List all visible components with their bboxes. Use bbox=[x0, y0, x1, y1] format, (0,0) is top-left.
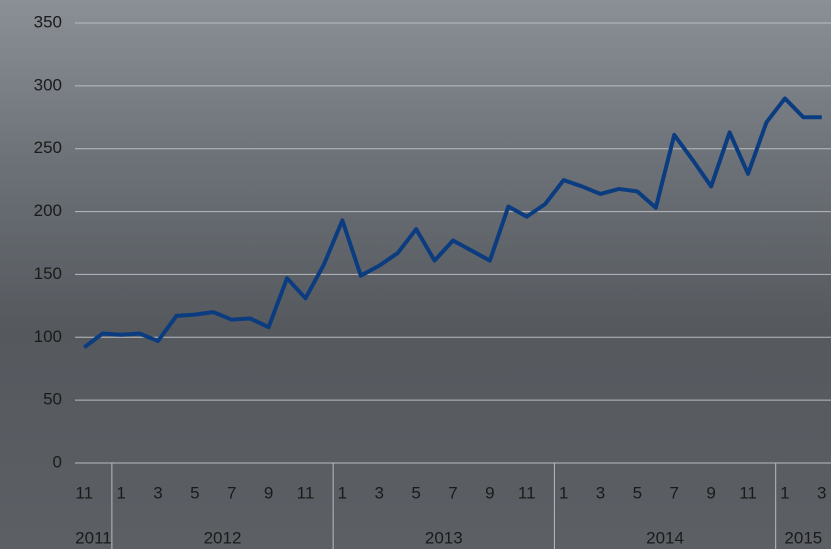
x-tick-label: 1 bbox=[780, 483, 789, 502]
y-tick-label: 0 bbox=[53, 452, 62, 471]
x-tick-label: 5 bbox=[411, 483, 420, 502]
x-tick-label: 9 bbox=[485, 483, 494, 502]
x-tick-label: 11 bbox=[518, 483, 536, 502]
x-tick-label: 9 bbox=[706, 483, 715, 502]
y-tick-label: 250 bbox=[34, 138, 62, 157]
year-label: 2011 bbox=[75, 528, 112, 547]
x-tick-label: 7 bbox=[448, 483, 457, 502]
x-tick-label: 1 bbox=[559, 483, 568, 502]
x-tick-label: 3 bbox=[153, 483, 162, 502]
x-tick-label: 3 bbox=[596, 483, 605, 502]
x-tick-label: 9 bbox=[264, 483, 273, 502]
x-tick-label: 11 bbox=[75, 483, 93, 502]
x-tick-label: 5 bbox=[190, 483, 199, 502]
y-tick-label: 300 bbox=[34, 75, 62, 94]
x-tick-label: 1 bbox=[338, 483, 347, 502]
year-label: 2013 bbox=[425, 528, 463, 547]
x-tick-label: 7 bbox=[227, 483, 236, 502]
x-tick-label: 11 bbox=[297, 483, 315, 502]
x-tick-label: 11 bbox=[739, 483, 757, 502]
year-label: 2014 bbox=[646, 528, 684, 547]
y-tick-label: 50 bbox=[43, 390, 62, 409]
y-tick-label: 150 bbox=[34, 264, 62, 283]
year-label: 2012 bbox=[204, 528, 242, 547]
y-tick-label: 350 bbox=[34, 12, 62, 31]
x-tick-label: 5 bbox=[633, 483, 642, 502]
year-label: 2015 bbox=[784, 528, 822, 547]
x-tick-label: 7 bbox=[670, 483, 679, 502]
x-tick-label: 1 bbox=[116, 483, 125, 502]
y-tick-label: 200 bbox=[34, 201, 62, 220]
y-tick-label: 100 bbox=[34, 327, 62, 346]
line-series bbox=[83, 96, 822, 349]
x-tick-label: 3 bbox=[817, 483, 826, 502]
x-tick-label: 3 bbox=[375, 483, 384, 502]
